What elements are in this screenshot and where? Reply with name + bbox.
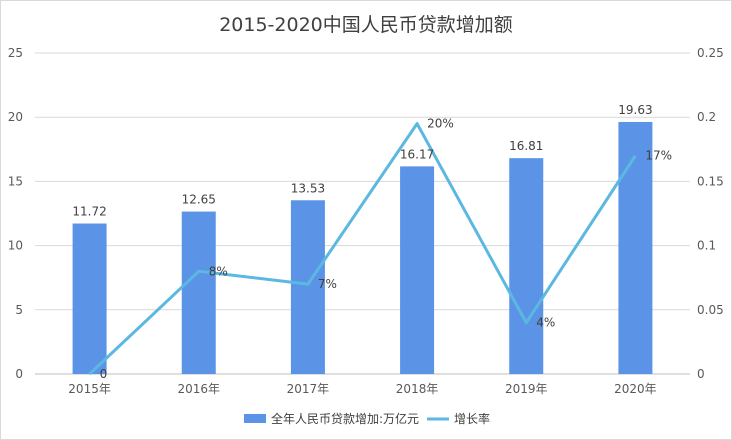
line-data-label: 0 [100,367,108,381]
y-left-tick-label: 25 [8,46,23,60]
line-path [88,122,637,376]
legend-swatch-bar [244,414,266,423]
bar-data-label: 19.63 [618,103,652,117]
bar [181,211,216,374]
y-right-tick-label: 0.1 [697,239,716,253]
data-labels: 11.72 12.65 13.53 16.17 16.81 19.63 0 8% 7% 20% 4%… [72,103,672,381]
bar-data-label: 12.65 [182,193,216,207]
line-series [88,122,637,376]
legend-label-bar: 全年人民币贷款增加:万亿元 [271,411,419,426]
y-left-tick-label: 10 [8,239,23,253]
y-right-tick-label: 0.15 [697,174,724,188]
chart-title: 2015-2020中国人民币贷款增加额 [219,14,513,36]
line-data-label: 8% [209,264,228,278]
y-right-tick-label: 0 [697,367,705,381]
bar-series [72,121,653,374]
bar [72,223,107,374]
axis-labels: 0 5 10 15 20 25 0 0.05 0.1 0.15 0.2 0.25 2015年 2016年 2… [8,46,724,396]
line-data-label: 7% [318,277,337,291]
x-tick-label: 2019年 [505,382,548,396]
y-right-tick-label: 0.05 [697,303,724,317]
bar [509,158,544,374]
x-tick-label: 2017年 [287,382,330,396]
y-left-tick-label: 5 [15,303,23,317]
bar-data-label: 16.17 [400,147,434,161]
x-tick-label: 2018年 [396,382,439,396]
line-data-label: 4% [536,316,555,330]
line-data-label: 20% [427,117,454,131]
line-data-label: 17% [645,149,672,163]
bar-data-label: 13.53 [291,181,325,195]
grid-lines [35,52,690,375]
x-tick-label: 2015年 [68,382,111,396]
y-right-tick-label: 0.2 [697,110,716,124]
bar [400,166,435,374]
y-left-tick-label: 15 [8,174,23,188]
bar-data-label: 16.81 [509,139,543,153]
y-left-tick-label: 20 [8,110,23,124]
y-left-tick-label: 0 [15,367,23,381]
bar [290,200,325,374]
legend-label-line: 增长率 [454,411,490,426]
y-right-tick-label: 0.25 [697,46,724,60]
legend: 全年人民币贷款增加:万亿元 增长率 [244,411,490,426]
x-tick-label: 2020年 [614,382,657,396]
x-tick-label: 2016年 [177,382,220,396]
bar-data-label: 11.72 [72,205,106,219]
bar [618,121,653,374]
